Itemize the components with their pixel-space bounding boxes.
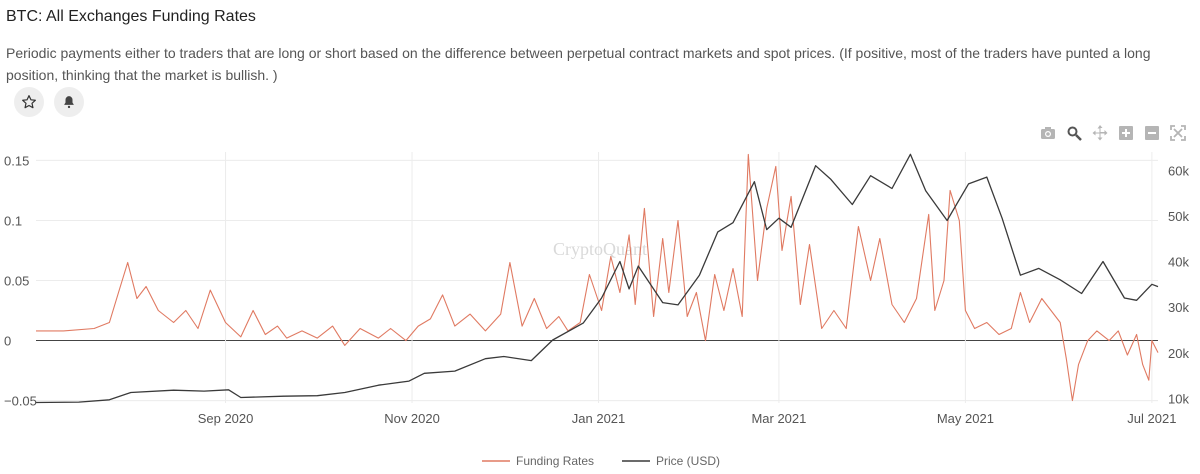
download-png-button[interactable] xyxy=(1038,123,1058,143)
pan-button[interactable] xyxy=(1090,123,1110,143)
x-tick-label: Jul 2021 xyxy=(1127,411,1176,426)
chart-legend: Funding Rates Price (USD) xyxy=(482,454,720,468)
funding-rates-line xyxy=(36,153,1159,402)
camera-icon xyxy=(1041,127,1055,139)
y-right-tick-label: 10k xyxy=(1168,391,1189,406)
zoom-out-button[interactable] xyxy=(1142,123,1162,143)
x-tick-label: May 2021 xyxy=(937,411,994,426)
page-description: Periodic payments either to traders that… xyxy=(6,45,1151,83)
alert-button[interactable] xyxy=(54,87,84,117)
y-left-tick-label: 0.15 xyxy=(4,153,29,168)
autoscale-icon xyxy=(1170,125,1186,141)
y-right-tick-label: 30k xyxy=(1168,300,1189,315)
y-right-tick-label: 40k xyxy=(1168,255,1189,270)
x-tick-label: Nov 2020 xyxy=(384,411,440,426)
bell-icon xyxy=(64,96,74,109)
x-tick-label: Sep 2020 xyxy=(198,411,254,426)
legend-label: Funding Rates xyxy=(516,454,594,468)
watermark-text: CryptoQuant xyxy=(553,239,647,259)
zoom-icon xyxy=(1067,126,1082,141)
y-right-tick-label: 20k xyxy=(1168,346,1189,361)
zoom-in-button[interactable] xyxy=(1116,123,1136,143)
y-right-tick-label: 50k xyxy=(1168,209,1189,224)
zoom-button[interactable] xyxy=(1064,123,1084,143)
chart-gridlines xyxy=(36,152,1158,403)
favorite-button[interactable] xyxy=(14,87,44,117)
y-left-tick-label: 0.1 xyxy=(4,213,22,228)
x-tick-label: Jan 2021 xyxy=(572,411,626,426)
zoom-in-icon xyxy=(1119,126,1133,140)
pan-icon xyxy=(1092,125,1108,141)
star-icon xyxy=(22,95,36,109)
y-left-tick-label: 0.05 xyxy=(4,274,29,289)
y-left-tick-label: 0 xyxy=(4,334,11,349)
autoscale-button[interactable] xyxy=(1168,123,1188,143)
funding-rates-chart: CryptoQuant 0.15 0.1 0.05 0 −0.05 60k 50k 40k 30… xyxy=(4,152,1189,468)
y-right-tick-label: 60k xyxy=(1168,163,1189,178)
chart-series xyxy=(35,153,1159,404)
price-line xyxy=(35,153,1159,404)
y-left-tick-label: −0.05 xyxy=(4,394,37,409)
legend-label: Price (USD) xyxy=(656,454,720,468)
page-title: BTC: All Exchanges Funding Rates xyxy=(6,8,256,25)
chart-toolbar xyxy=(1038,123,1188,143)
zoom-out-icon xyxy=(1145,126,1159,140)
chart-axes: 0.15 0.1 0.05 0 −0.05 60k 50k 40k 30k 20k 10k Sep 2… xyxy=(4,153,1189,426)
x-tick-label: Mar 2021 xyxy=(751,411,806,426)
